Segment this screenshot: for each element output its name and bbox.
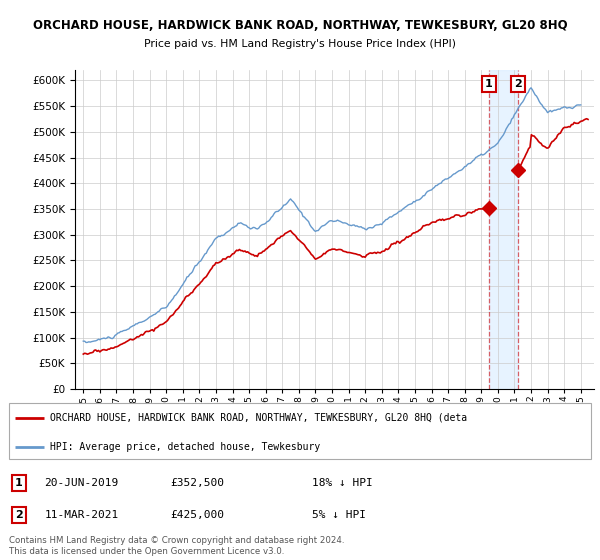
Text: 2: 2 bbox=[15, 510, 23, 520]
Text: £352,500: £352,500 bbox=[170, 478, 224, 488]
Text: Contains HM Land Registry data © Crown copyright and database right 2024.
This d: Contains HM Land Registry data © Crown c… bbox=[9, 536, 344, 556]
Text: 2: 2 bbox=[514, 79, 521, 89]
Text: £425,000: £425,000 bbox=[170, 510, 224, 520]
Text: 20-JUN-2019: 20-JUN-2019 bbox=[44, 478, 118, 488]
Text: ORCHARD HOUSE, HARDWICK BANK ROAD, NORTHWAY, TEWKESBURY, GL20 8HQ (deta: ORCHARD HOUSE, HARDWICK BANK ROAD, NORTH… bbox=[50, 413, 467, 423]
Text: HPI: Average price, detached house, Tewkesbury: HPI: Average price, detached house, Tewk… bbox=[50, 442, 320, 451]
Text: Price paid vs. HM Land Registry's House Price Index (HPI): Price paid vs. HM Land Registry's House … bbox=[144, 39, 456, 49]
Bar bbox=[489, 70, 518, 389]
Text: 1: 1 bbox=[485, 79, 493, 89]
Text: 1: 1 bbox=[15, 478, 23, 488]
Text: ORCHARD HOUSE, HARDWICK BANK ROAD, NORTHWAY, TEWKESBURY, GL20 8HQ: ORCHARD HOUSE, HARDWICK BANK ROAD, NORTH… bbox=[32, 18, 568, 32]
Text: 11-MAR-2021: 11-MAR-2021 bbox=[44, 510, 118, 520]
Text: 18% ↓ HPI: 18% ↓ HPI bbox=[312, 478, 373, 488]
Text: 5% ↓ HPI: 5% ↓ HPI bbox=[312, 510, 366, 520]
FancyBboxPatch shape bbox=[9, 403, 591, 459]
